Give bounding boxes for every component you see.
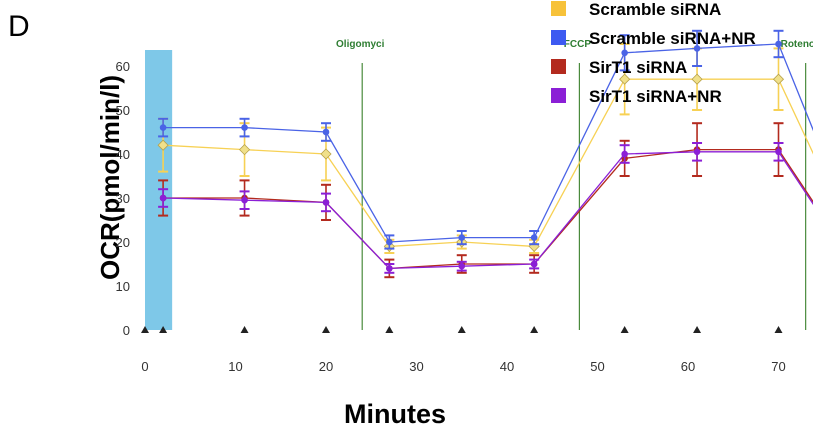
baseline-marker: [775, 326, 783, 333]
series-line: [163, 44, 813, 268]
data-point: [774, 74, 784, 84]
data-point: [694, 149, 701, 156]
legend-label: Scramble siRNA+NR: [589, 29, 756, 48]
injection-label: Oligomyci: [336, 39, 385, 50]
legend-swatch: [551, 1, 566, 16]
baseline-markers: [141, 326, 813, 333]
x-tick-label: 0: [141, 359, 148, 374]
series: [158, 31, 813, 275]
series: [158, 143, 813, 293]
x-tick-label: 60: [681, 359, 695, 374]
x-tick-label: 40: [500, 359, 514, 374]
y-tick-label: 20: [116, 235, 130, 250]
data-point: [241, 197, 248, 204]
legend-swatch: [551, 88, 566, 103]
data-point: [531, 234, 538, 241]
injection-lines: Oligomyci FCCP Rotenone: [336, 39, 813, 330]
legend-label: SirT1 siRNA+NR: [589, 87, 722, 106]
data-point: [458, 234, 465, 241]
data-point: [240, 145, 250, 155]
y-tick-label: 40: [116, 147, 130, 162]
series: [158, 123, 813, 292]
data-point: [160, 195, 167, 202]
injection-label: Rotenone: [781, 39, 813, 50]
legend-swatch: [551, 59, 566, 74]
data-point: [323, 129, 330, 136]
injection-label: FCCP: [564, 39, 592, 50]
data-point: [621, 151, 628, 158]
x-tick-label: 10: [228, 359, 242, 374]
legend: Scramble siRNA Scramble siRNA+NR SirT1 siR…: [551, 0, 756, 106]
baseline-marker: [693, 326, 701, 333]
series-line: [163, 79, 813, 273]
y-tick-label: 0: [123, 323, 130, 338]
data-point: [323, 199, 330, 206]
data-point: [775, 41, 782, 48]
data-point: [386, 265, 393, 272]
baseline-marker: [322, 326, 330, 333]
legend-label: SirT1 siRNA: [589, 58, 687, 77]
series: [158, 44, 813, 279]
legend-label: Scramble siRNA: [589, 0, 721, 19]
x-tick-label: 20: [319, 359, 333, 374]
y-tick-label: 50: [116, 103, 130, 118]
x-tick-labels: 0102030405060708090: [141, 359, 813, 374]
baseline-marker: [385, 326, 393, 333]
legend-swatch: [551, 30, 566, 45]
series-line: [163, 152, 813, 288]
y-tick-label: 30: [116, 191, 130, 206]
y-tick-label: 10: [116, 279, 130, 294]
data-point: [692, 74, 702, 84]
series-layer: [158, 31, 813, 293]
x-tick-label: 70: [771, 359, 785, 374]
x-axis-label: Minutes: [344, 399, 446, 429]
x-tick-label: 30: [409, 359, 423, 374]
data-point: [241, 124, 248, 131]
data-point: [621, 50, 628, 57]
panel-letter: D: [8, 10, 30, 43]
baseline-marker: [458, 326, 466, 333]
baseline-marker: [530, 326, 538, 333]
baseline-marker: [621, 326, 629, 333]
data-point: [458, 263, 465, 270]
data-point: [531, 261, 538, 268]
x-tick-label: 50: [590, 359, 604, 374]
data-point: [321, 149, 331, 159]
data-point: [160, 124, 167, 131]
baseline-marker: [241, 326, 249, 333]
y-tick-label: 60: [116, 59, 130, 74]
data-point: [386, 239, 393, 246]
data-point: [775, 149, 782, 156]
